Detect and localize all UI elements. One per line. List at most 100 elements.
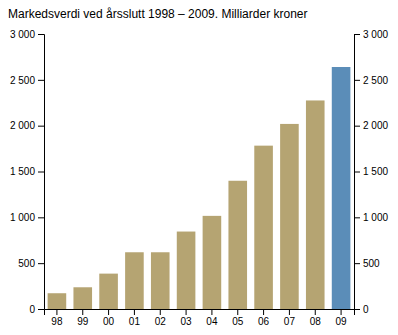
tick-label: 2 000: [363, 120, 388, 131]
axis-line: [45, 310, 355, 316]
tick: 3 000: [10, 29, 44, 40]
tick-label: 99: [77, 316, 89, 327]
axis-line: [355, 35, 361, 310]
tick-label: 500: [18, 258, 35, 269]
tick-label: 0: [363, 304, 369, 315]
tick-label: 3 000: [363, 29, 388, 40]
bar: [48, 293, 67, 309]
tick-mark: [38, 172, 44, 173]
tick: 500: [354, 258, 380, 269]
tick-mark: [263, 309, 264, 315]
tick-mark: [354, 34, 360, 35]
tick-mark: [186, 309, 187, 315]
tick-mark: [354, 263, 360, 264]
chart: Markedsverdi ved årsslutt 1998 – 2009. M…: [0, 0, 398, 335]
plot: 98 99 00 01 02 03 04 05 06 07 08 09 0 500 1 000 1 500 2 …: [10, 29, 388, 327]
tick-mark: [315, 309, 316, 315]
tick-mark: [354, 309, 360, 310]
tick: 2 000: [10, 120, 44, 131]
tick: 0: [29, 304, 44, 315]
tick: 00: [103, 309, 115, 327]
bar: [125, 252, 144, 309]
x-axis: 98 99 00 01 02 03 04 05 06 07 08 09: [45, 309, 355, 327]
tick-label: 03: [181, 316, 193, 327]
tick-mark: [354, 126, 360, 127]
tick-mark: [38, 34, 44, 35]
tick: 01: [129, 309, 141, 327]
tick-mark: [82, 309, 83, 315]
axis-line: [38, 35, 45, 310]
y-axis: 0 500 1 000 1 500 2 000 2 500 3 000: [10, 29, 45, 315]
tick: 2 500: [10, 75, 44, 86]
tick-mark: [134, 309, 135, 315]
tick-label: 1 000: [10, 212, 35, 223]
tick-label: 1 000: [363, 212, 388, 223]
tick: 08: [310, 309, 322, 327]
tick-mark: [38, 263, 44, 264]
tick: 1 000: [354, 212, 388, 223]
bar: [203, 216, 222, 309]
tick-mark: [354, 217, 360, 218]
title: Markedsverdi ved årsslutt 1998 – 2009. M…: [8, 7, 307, 21]
tick: 1 500: [354, 166, 388, 177]
tick-label: 04: [206, 316, 218, 327]
bar: [254, 146, 273, 309]
bars: [48, 67, 351, 309]
bar: [228, 181, 247, 309]
tick-label: 08: [310, 316, 322, 327]
tick-mark: [354, 172, 360, 173]
tick-mark: [38, 309, 44, 310]
tick: 03: [181, 309, 193, 327]
tick: 1 500: [10, 166, 44, 177]
tick-label: 98: [51, 316, 63, 327]
bar: [306, 100, 325, 309]
tick-mark: [211, 309, 212, 315]
bar: [280, 124, 299, 309]
bar: [73, 287, 92, 309]
tick-label: 06: [258, 316, 270, 327]
tick-mark: [289, 309, 290, 315]
tick: 0: [354, 304, 369, 315]
tick-label: 07: [284, 316, 296, 327]
tick-mark: [108, 309, 109, 315]
tick-label: 05: [232, 316, 244, 327]
tick-label: 02: [155, 316, 167, 327]
tick: 500: [18, 258, 44, 269]
tick-label: 1 500: [10, 166, 35, 177]
tick: 1 000: [10, 212, 44, 223]
tick-label: 09: [336, 316, 348, 327]
tick-mark: [354, 80, 360, 81]
tick-label: 0: [29, 304, 35, 315]
tick: 3 000: [354, 29, 388, 40]
tick-label: 2 500: [363, 75, 388, 86]
tick-mark: [38, 126, 44, 127]
tick-mark: [56, 309, 57, 315]
tick: 02: [155, 309, 167, 327]
tick: 04: [206, 309, 218, 327]
tick: 05: [232, 309, 244, 327]
tick-label: 2 500: [10, 75, 35, 86]
tick-label: 1 500: [363, 166, 388, 177]
tick: 06: [258, 309, 270, 327]
tick-label: 00: [103, 316, 115, 327]
tick: 99: [77, 309, 89, 327]
tick-label: 500: [363, 258, 380, 269]
tick-label: 3 000: [10, 29, 35, 40]
tick: 98: [51, 309, 63, 327]
tick-mark: [237, 309, 238, 315]
y2-axis: 0 500 1 000 1 500 2 000 2 500 3 000: [354, 29, 388, 315]
bar: [332, 67, 351, 309]
bar: [151, 252, 170, 309]
tick: 07: [284, 309, 296, 327]
tick-mark: [38, 80, 44, 81]
tick: 2 000: [354, 120, 388, 131]
tick-label: 01: [129, 316, 141, 327]
bar: [99, 274, 118, 309]
tick: 09: [336, 309, 348, 327]
tick-label: 2 000: [10, 120, 35, 131]
tick-mark: [160, 309, 161, 315]
bar: [177, 232, 196, 309]
tick-mark: [38, 217, 44, 218]
tick: 2 500: [354, 75, 388, 86]
tick-mark: [341, 309, 342, 315]
